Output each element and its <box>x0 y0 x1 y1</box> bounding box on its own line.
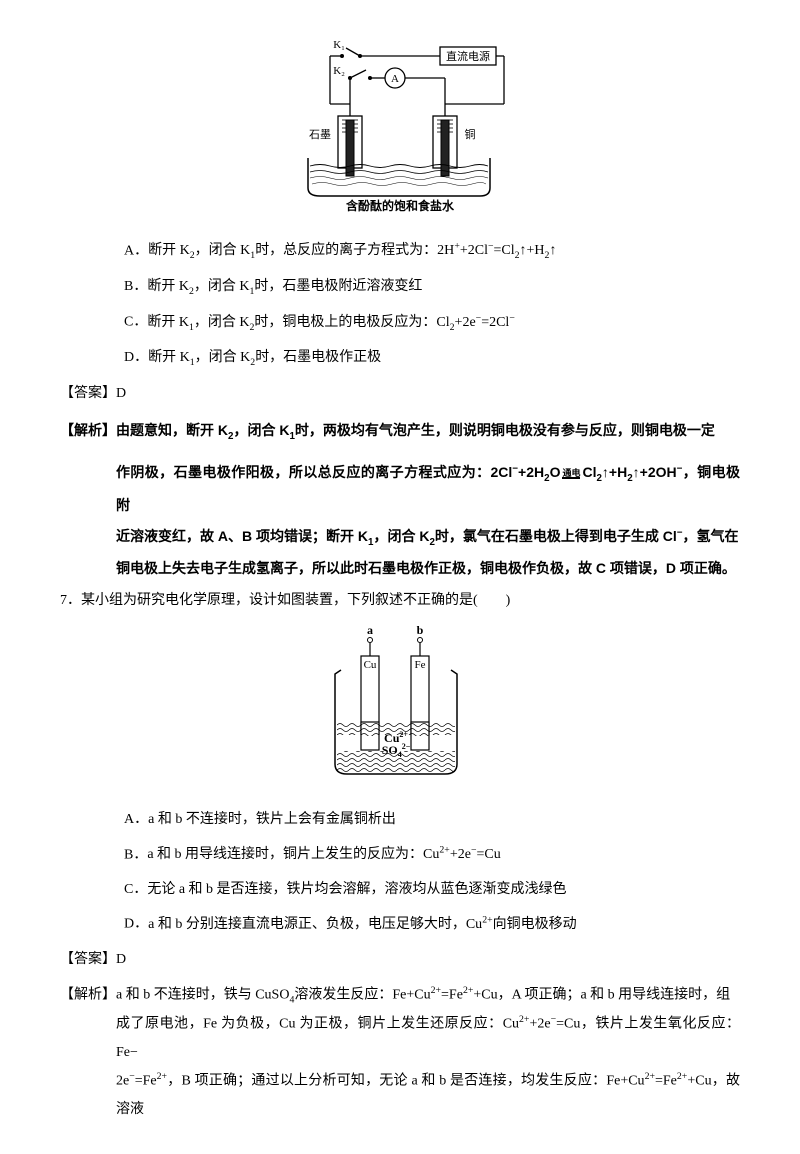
option-a: A．断开 K2，闭合 K1时，总反应的离子方程式为：2H++2Cl−=Cl2↑+… <box>60 238 740 266</box>
copper-electrode-label: 铜 <box>465 127 476 141</box>
terminal-a-label: a <box>367 623 373 637</box>
q6-analysis-cont2: 近溶液变红，故 A、B 项均错误；断开 K1，闭合 K2时，氯气在石墨电极上得到… <box>60 521 740 553</box>
option-b: B．断开 K2，闭合 K1时，石墨电极附近溶液变红 <box>60 274 740 301</box>
q7-option-d: D．a 和 b 分别连接直流电源正、负极，电压足够大时，Cu2+向铜电极移动 <box>60 911 740 938</box>
graphite-electrode-label: 石墨 <box>309 128 331 141</box>
option-c: C．断开 K1，闭合 K2时，铜电极上的电极反应为：Cl2+2e−=2Cl− <box>60 309 740 337</box>
q6-analysis-cont3: 铜电极上失去电子生成氢离子，所以此时石墨电极作正极，铜电极作负极，故 C 项错误… <box>60 553 740 584</box>
option-d-text: 断开 K1，闭合 K2时，石墨电极作正极 <box>148 350 381 365</box>
q7-option-a: A．a 和 b 不连接时，铁片上会有金属铜析出 <box>60 807 740 834</box>
q7-option-b: B．a 和 b 用导线连接时，铜片上发生的反应为：Cu2++2e−=Cu <box>60 842 740 869</box>
q7-option-b-text: a 和 b 用导线连接时，铜片上发生的反应为：Cu2++2e−=Cu <box>147 847 500 862</box>
switch-k1-label: K₁ <box>333 39 345 51</box>
power-supply-label: 直流电源 <box>446 49 490 63</box>
fe-plate-label: Fe <box>415 659 426 671</box>
q6-answer: 【答案】D <box>60 381 740 408</box>
option-c-text: 断开 K1，闭合 K2时，铜电极上的电极反应为：Cl2+2e−=2Cl− <box>147 315 515 330</box>
q7-option-c: C．无论 a 和 b 是否连接，铁片均会溶解，溶液均从蓝色逐渐变成浅绿色 <box>60 877 740 904</box>
option-d: D．断开 K1，闭合 K2时，石墨电极作正极 <box>60 345 740 372</box>
q7-answer: 【答案】D <box>60 947 740 974</box>
ammeter-label: A <box>391 73 399 85</box>
switch-k2-label: K₂ <box>333 65 345 77</box>
q6-analysis: 【解析】由题意知，断开 K2，闭合 K1时，两极均有气泡产生，则说明铜电极没有参… <box>60 415 740 447</box>
q7-analysis-cont1: 成了原电池，Fe 为负极，Cu 为正极，铜片上发生还原反应：Cu2++2e−=C… <box>60 1010 740 1067</box>
q7-stem: 7．某小组为研究电化学原理，设计如图装置，下列叙述不正确的是( ) <box>60 588 740 615</box>
option-b-text: 断开 K2，闭合 K1时，石墨电极附近溶液变红 <box>147 279 422 294</box>
cu-plate-label: Cu <box>364 659 377 671</box>
figure-electrolysis-setup: 直流电源 K₁ K₂ A 石墨 <box>60 38 740 224</box>
q7-option-d-text: a 和 b 分别连接直流电源正、负极，电压足够大时，Cu2+向铜电极移动 <box>148 917 577 932</box>
q7-analysis: 【解析】a 和 b 不连接时，铁与 CuSO4溶液发生反应：Fe+Cu2+=Fe… <box>60 981 740 1010</box>
solution-label: 含酚酞的饱和食盐水 <box>346 198 455 213</box>
figure-galvanic-cell: a b Cu Fe Cu2+ SO42− <box>60 622 740 793</box>
option-a-text: 断开 K2，闭合 K1时，总反应的离子方程式为：2H++2Cl−=Cl2↑+H2… <box>148 243 556 258</box>
q6-analysis-cont1: 作阴极，石墨电极作阳极，所以总反应的离子方程式应为：2Cl−+2H2O通电Cl2… <box>60 457 740 520</box>
q7-analysis-cont2: 2e−=Fe2+，B 项正确；通过以上分析可知，无论 a 和 b 是否连接，均发… <box>60 1067 740 1124</box>
terminal-b-label: b <box>417 623 424 637</box>
